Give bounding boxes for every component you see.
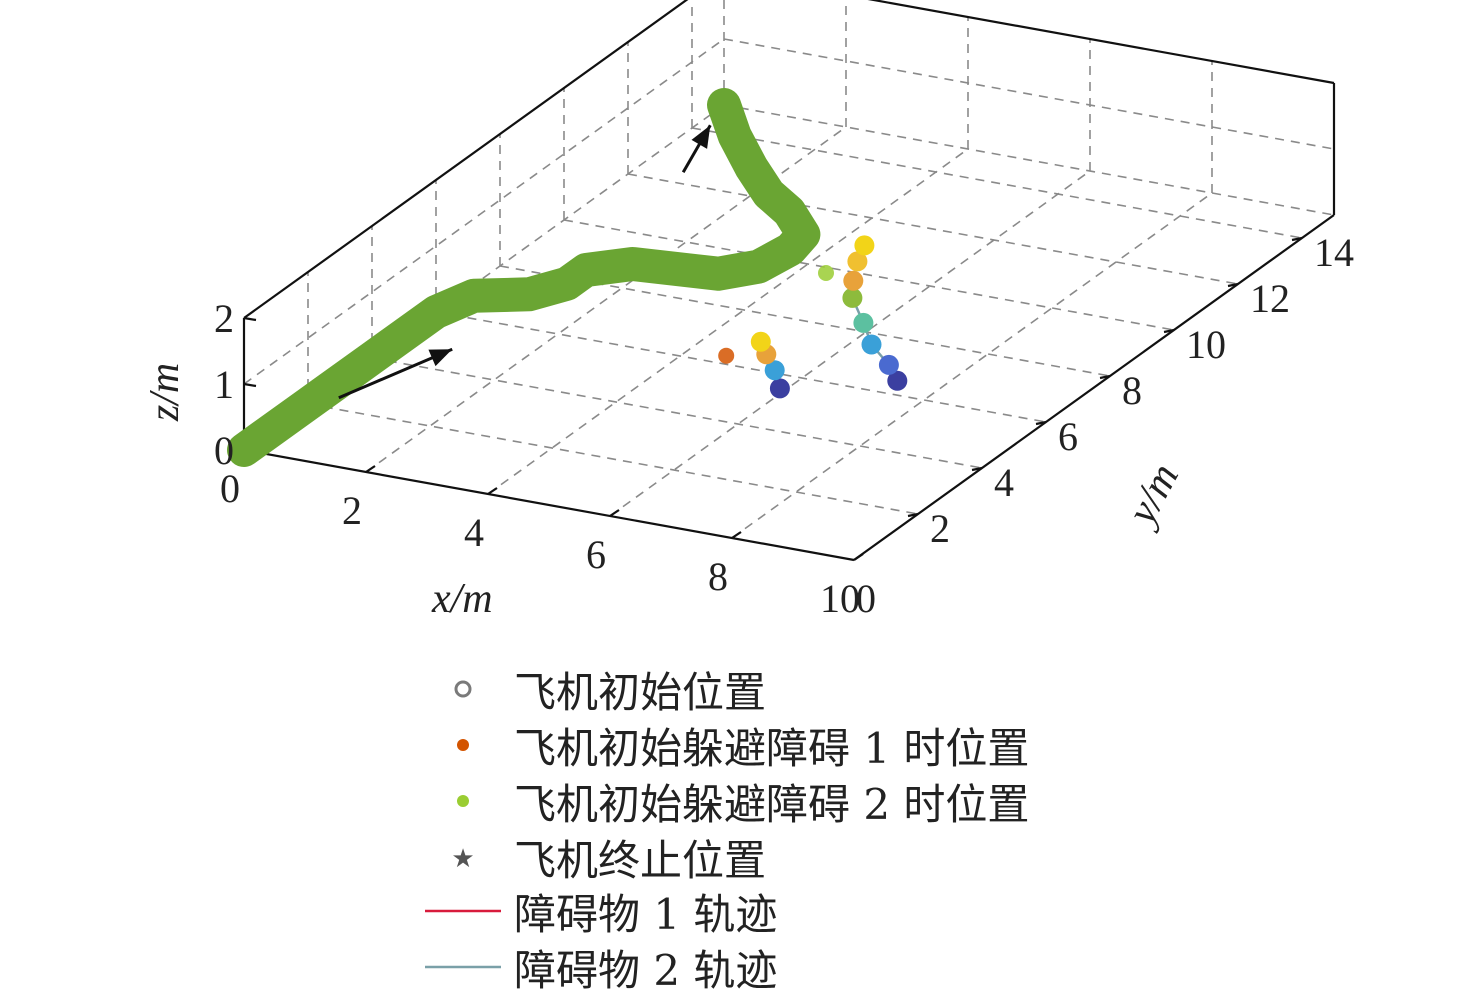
grid-line [243,104,725,451]
y-tick-mark [1291,236,1303,242]
grid-line [243,38,725,385]
line-icon [420,939,506,995]
grid-line [691,127,1303,239]
grid-line [627,173,1239,285]
y-tick-mark [1227,282,1239,288]
x-tick-label: 4 [464,510,484,555]
obstacle-point [861,334,882,355]
legend-label: 障碍物 1 轨迹 [514,889,778,939]
obstacle-point [764,360,785,381]
axis-edge [243,0,689,319]
grid-line [609,170,1091,517]
svg-text:★: ★ [451,844,474,874]
legend-label: 飞机初始躲避障碍 2 时位置 [514,779,1030,829]
legend-item: ★ 飞机终止位置 [420,829,766,885]
y-tick-label: 12 [1250,276,1290,321]
z-tick-mark [243,382,257,388]
grid-line [563,219,1175,331]
grid-line [435,311,1047,423]
y-tick-label: 0 [856,576,876,621]
x-tick-label: 0 [220,466,240,511]
legend-item: 飞机初始躲避障碍 2 时位置 [420,773,1029,829]
y-tick-mark [1035,420,1047,426]
axis-edge [243,448,855,562]
legend-label: 障碍物 2 轨迹 [514,945,778,995]
y-axis-label: y/m [1117,456,1188,535]
y-tick-mark [971,466,983,472]
legend-item: 障碍物 2 轨迹 [420,939,777,995]
direction-arrowhead [691,125,711,149]
z-tick-mark [243,316,257,322]
x-tick-label: 2 [342,488,362,533]
x-tick-label: 8 [708,554,728,599]
grid-line [723,104,1335,216]
x-tick-mark [487,487,498,495]
flight-path [227,88,821,467]
y-tick-mark [907,512,919,518]
axis-edge [867,0,1335,85]
legend-item: 飞机初始躲避障碍 1 时位置 [420,717,1029,773]
obstacle-point [847,251,868,272]
y-tick-label: 14 [1314,230,1354,275]
obstacle-point [750,331,771,352]
legend-label: 飞机初始位置 [514,667,767,717]
data-layer: ★ [227,88,908,467]
obstacle-point [853,312,874,333]
legend-item: 飞机初始位置 [420,661,766,717]
y-tick-label: 2 [930,506,950,551]
x-tick-mark [609,509,620,517]
y-tick-label: 4 [994,460,1014,505]
grid-lines [243,0,1335,539]
grid-line [371,357,983,469]
circle-icon [420,661,506,717]
obstacle-point [887,370,908,391]
obstacle-point [842,287,863,308]
avoid-marker [818,265,834,281]
obstacle-point [854,235,875,256]
x-tick-mark [365,465,376,473]
z-tick-label: 0 [214,428,234,473]
legend-label: 飞机初始躲避障碍 1 时位置 [514,723,1030,773]
x-tick-label: 10 [820,576,860,621]
x-tick-mark [853,553,864,561]
y-tick-mark [1163,328,1175,334]
obstacle-point [769,378,790,399]
axes-box [242,0,1336,562]
y-tick-mark [1099,374,1111,380]
y-tick-label: 10 [1186,322,1226,367]
axis-edge [853,214,1335,561]
z-tick-label: 1 [214,362,234,407]
grid-line [307,403,919,515]
grid-line [487,148,969,495]
direction-arrowhead [428,349,453,367]
x-tick-mark [731,531,742,539]
z-tick-label: 2 [214,296,234,341]
legend-label: 飞机终止位置 [514,835,767,885]
x-axis-label: x/m [431,576,493,622]
grid-line [731,192,1213,539]
legend-item: 障碍物 1 轨迹 [420,883,777,939]
obstacle-point [843,270,864,291]
obstacle-point [878,354,899,375]
dot-icon [420,773,506,829]
grid-line [365,126,847,473]
dot-icon [420,717,506,773]
grid-line [723,38,1335,150]
avoid-marker [718,347,735,364]
y-tick-label: 6 [1058,414,1078,459]
star-icon: ★ [420,829,506,885]
line-icon [420,883,506,939]
y-tick-label: 8 [1122,368,1142,413]
legend: 飞机初始位置 飞机初始躲避障碍 1 时位置 飞机初始躲避障碍 2 时位置 ★ 飞… [0,655,1476,999]
x-tick-label: 6 [586,532,606,577]
z-axis-label: z/m [142,363,188,422]
